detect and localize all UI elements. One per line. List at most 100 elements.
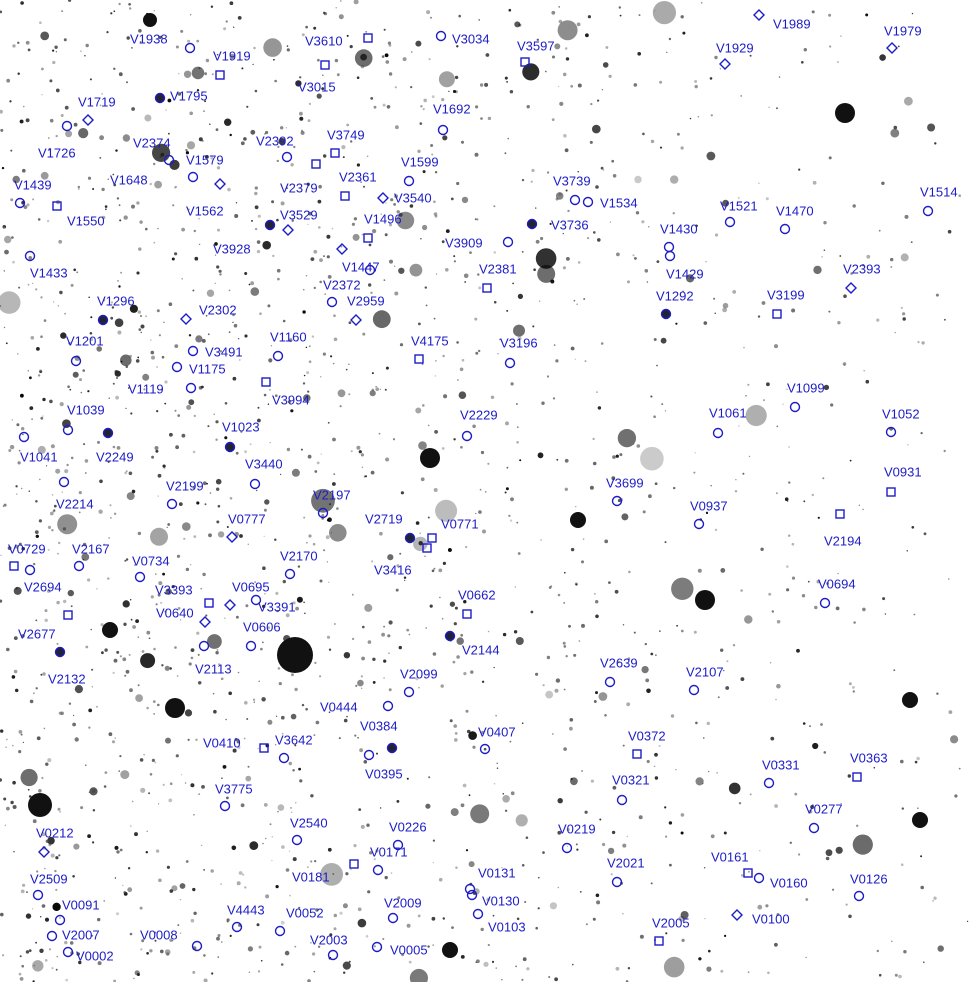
star: [295, 802, 297, 804]
star: [254, 205, 259, 210]
marker-square: [349, 859, 359, 869]
star: [748, 870, 750, 873]
star: [250, 287, 260, 296]
star: [430, 144, 434, 147]
star: [82, 369, 85, 372]
star: [351, 593, 354, 596]
star: [491, 960, 495, 964]
star: [944, 318, 946, 321]
star: [917, 341, 920, 344]
star: [361, 466, 364, 469]
star: [590, 102, 593, 106]
star: [505, 487, 509, 491]
star: [291, 673, 294, 677]
bright-star: [102, 622, 118, 638]
star: [700, 1, 703, 4]
star: [693, 630, 697, 634]
bright-star: [420, 448, 440, 468]
star-label: V0226: [389, 819, 427, 834]
star: [621, 513, 629, 521]
star: [168, 132, 170, 135]
star: [572, 963, 574, 966]
star: [927, 123, 936, 132]
star: [12, 44, 16, 48]
star: [78, 128, 89, 139]
star: [174, 646, 177, 649]
star: [18, 286, 21, 289]
star: [487, 943, 490, 947]
star: [42, 397, 46, 402]
star-label: V1496: [364, 211, 402, 226]
star: [744, 615, 753, 624]
star: [327, 581, 330, 583]
star: [276, 218, 279, 222]
star: [112, 382, 115, 385]
star: [535, 672, 539, 676]
star: [490, 395, 495, 399]
star: [264, 133, 266, 135]
star: [192, 450, 196, 454]
star: [757, 904, 763, 910]
star: [681, 938, 685, 943]
star: [722, 199, 730, 207]
star: [221, 777, 223, 779]
star: [595, 185, 599, 189]
star: [431, 916, 436, 921]
star: [224, 436, 228, 440]
star: [454, 75, 459, 80]
star: [44, 867, 46, 870]
star: [39, 369, 42, 372]
star: [198, 793, 201, 795]
star: [461, 140, 464, 144]
star: [327, 847, 332, 852]
star: [114, 845, 119, 850]
star: [44, 959, 48, 962]
star-label: V0171: [370, 844, 408, 859]
star: [57, 305, 60, 307]
star: [360, 675, 363, 678]
star: [19, 119, 24, 124]
bright-star: [143, 13, 157, 27]
marker-diamond: [38, 846, 50, 858]
star: [9, 444, 15, 450]
star: [778, 76, 781, 78]
star: [823, 221, 827, 225]
star: [162, 572, 166, 576]
marker-circle: [403, 175, 415, 187]
star: [483, 747, 487, 751]
star: [224, 617, 226, 619]
star: [70, 456, 74, 460]
star: [394, 265, 396, 267]
star: [271, 836, 274, 838]
star: [252, 63, 254, 66]
star: [485, 491, 487, 493]
star: [451, 926, 454, 929]
star: [113, 658, 118, 663]
star: [475, 105, 479, 109]
star: [531, 168, 535, 173]
star: [448, 548, 452, 552]
marker-circle: [779, 223, 791, 235]
star: [292, 769, 295, 772]
star: [99, 156, 102, 159]
marker-square: [363, 33, 373, 43]
star: [116, 650, 120, 654]
star: [433, 567, 436, 570]
star: [411, 51, 413, 53]
star: [463, 672, 467, 676]
star: [123, 891, 127, 894]
star: [49, 511, 54, 516]
star: [474, 317, 478, 321]
star: [18, 449, 21, 452]
star: [181, 278, 183, 280]
star: [409, 263, 423, 277]
star: [68, 0, 72, 2]
star: [90, 316, 93, 319]
star: [36, 347, 40, 351]
marker-circle: [372, 864, 384, 876]
star-label: V1039: [67, 402, 105, 417]
star: [370, 291, 373, 294]
star-label: V0937: [690, 498, 728, 513]
star: [281, 845, 285, 849]
star: [233, 323, 238, 328]
